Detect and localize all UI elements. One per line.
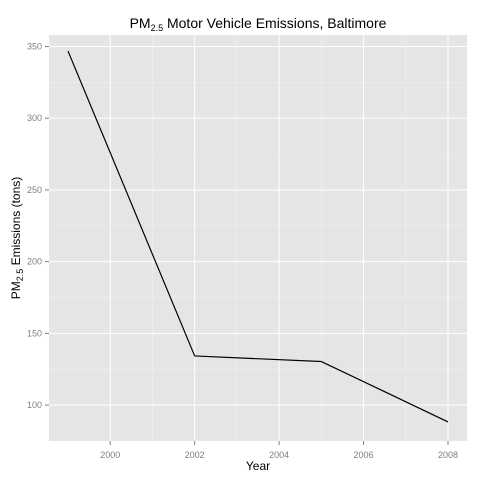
minor-gridlines (49, 35, 467, 441)
y-axis-title-subscript: 2.5 (15, 269, 25, 282)
y-tick-label: 150 (27, 328, 42, 338)
x-tick-label: 2008 (438, 450, 458, 460)
y-tick-label: 200 (27, 257, 42, 267)
x-axis-ticks: 2000 2002 2004 2006 2008 (100, 441, 458, 460)
series-line-0 (67, 50, 449, 423)
chart-title-suffix: Motor Vehicle Emissions, Baltimore (163, 15, 387, 31)
y-axis-title: PM2.5 Emissions (tons) (9, 177, 25, 300)
chart-title: PM2.5 Motor Vehicle Emissions, Baltimore (130, 15, 387, 33)
y-axis-title-suffix: Emissions (tons) (9, 177, 23, 269)
x-tick-label: 2000 (100, 450, 120, 460)
plot-panel (49, 35, 467, 441)
y-tick-label: 350 (27, 41, 42, 51)
series-layer (67, 50, 449, 423)
x-tick-label: 2002 (185, 450, 205, 460)
y-axis-title-prefix: PM (9, 281, 23, 299)
y-tick-label: 300 (27, 113, 42, 123)
y-tick-label: 250 (27, 185, 42, 195)
x-axis-title: Year (246, 459, 270, 473)
y-tick-label: 100 (27, 400, 42, 410)
y-axis-ticks: 100 150 200 250 300 350 (27, 41, 49, 410)
x-tick-label: 2004 (269, 450, 289, 460)
chart-title-prefix: PM (130, 15, 151, 31)
major-gridlines (49, 35, 467, 441)
chart-title-subscript: 2.5 (151, 23, 164, 33)
x-tick-label: 2006 (354, 450, 374, 460)
